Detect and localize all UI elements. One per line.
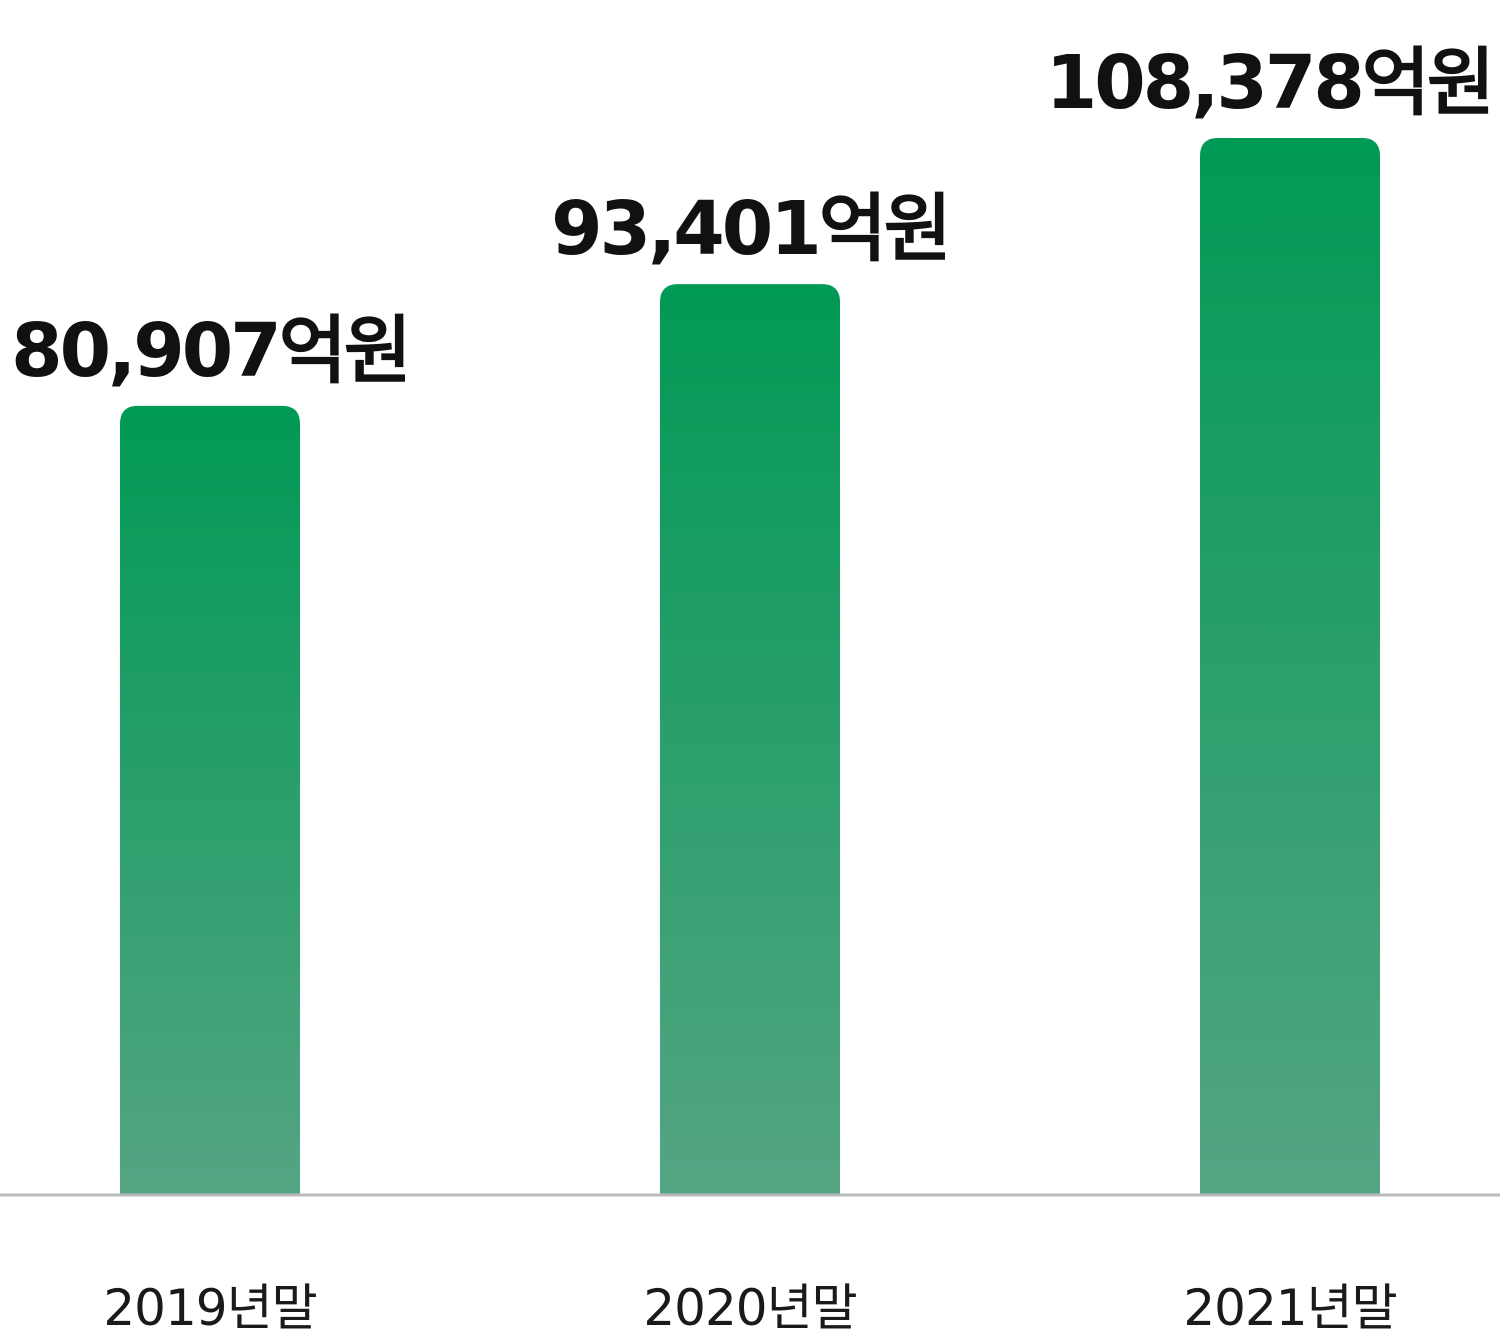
data-label-2020년말: 93,401억원 [551,186,949,272]
bar-2021년말 [1200,138,1380,1195]
category-label-2021년말: 2021년말 [1183,1279,1396,1337]
bars-layer [120,138,1380,1195]
labels-layer: 80,907억원 2019년말 93,401억원 2020년말 108,378억원 202… [11,40,1495,1337]
bar-2019년말 [120,405,300,1195]
category-label-2020년말: 2020년말 [643,1279,856,1337]
bar-2020년말 [660,284,840,1195]
data-label-2021년말: 108,378억원 [1046,40,1492,126]
category-label-2019년말: 2019년말 [103,1279,316,1337]
data-label-2019년말: 80,907억원 [11,308,409,394]
